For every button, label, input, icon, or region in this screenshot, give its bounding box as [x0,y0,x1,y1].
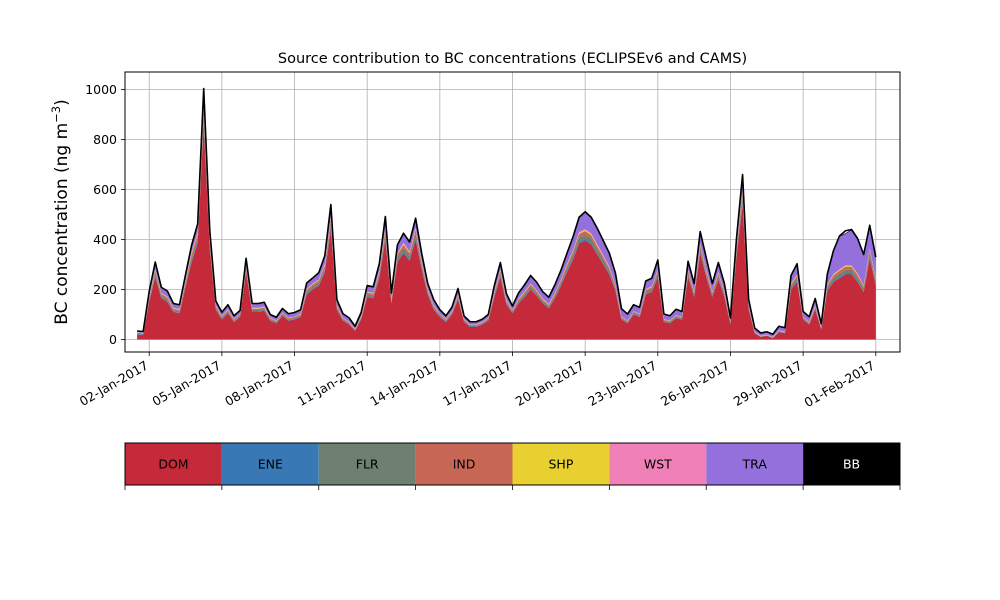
chart-title: Source contribution to BC concentrations… [278,51,747,67]
y-tick-label: 1000 [85,82,117,97]
legend-swatch-shp [512,443,610,485]
y-tick-label: 0 [109,332,117,347]
x-axis-ticks: 02-Jan-201705-Jan-201708-Jan-201711-Jan-… [77,352,877,410]
x-tick-label: 23-Jan-2017 [585,358,659,409]
x-tick-label: 14-Jan-2017 [367,358,441,409]
legend-swatch-bb [803,443,900,485]
y-axis-label-close: ) [52,99,72,106]
legend-swatch-dom [125,443,222,485]
legend-swatch-flr [318,443,416,485]
legend: DOM ENE FLR IND SHP WST TRA BB [124,442,901,490]
legend-label-flr: FLR [356,457,379,472]
x-tick-label: 01-Feb-2017 [801,358,877,410]
y-tick-label: 600 [93,182,117,197]
legend-swatch-tra [706,443,804,485]
x-tick-label: 20-Jan-2017 [513,358,587,409]
y-axis-label: BC concentration (ng m−3) [49,99,72,325]
y-tick-label: 200 [93,282,117,297]
y-tick-label: 800 [93,132,117,147]
legend-label-tra: TRA [742,457,768,472]
x-tick-label: 02-Jan-2017 [77,358,151,409]
x-tick-label: 08-Jan-2017 [222,358,296,409]
y-axis-label-exponent: −3 [49,106,63,123]
legend-label-wst: WST [644,457,672,472]
x-tick-label: 11-Jan-2017 [295,358,369,409]
legend-swatch-wst [609,443,707,485]
x-tick-label: 05-Jan-2017 [149,358,223,409]
total-line-group [137,87,877,336]
legend-label-ene: ENE [258,457,283,472]
y-axis-label-main: BC concentration (ng m [52,123,72,325]
legend-label-ind: IND [453,457,476,472]
y-tick-label: 400 [93,232,117,247]
y-axis-ticks: 0 200 400 600 800 1000 [85,82,125,347]
legend-label-dom: DOM [158,457,188,472]
stacked-area-series [137,88,876,340]
x-tick-label: 17-Jan-2017 [440,358,514,409]
area-dom [137,124,876,340]
legend-swatch-ene [221,443,319,485]
legend-swatch-ind [415,443,513,485]
legend-label-shp: SHP [549,457,574,472]
x-tick-label: 29-Jan-2017 [731,358,805,409]
total-line [137,87,877,336]
x-tick-label: 26-Jan-2017 [658,358,732,409]
legend-label-bb: BB [843,457,860,472]
